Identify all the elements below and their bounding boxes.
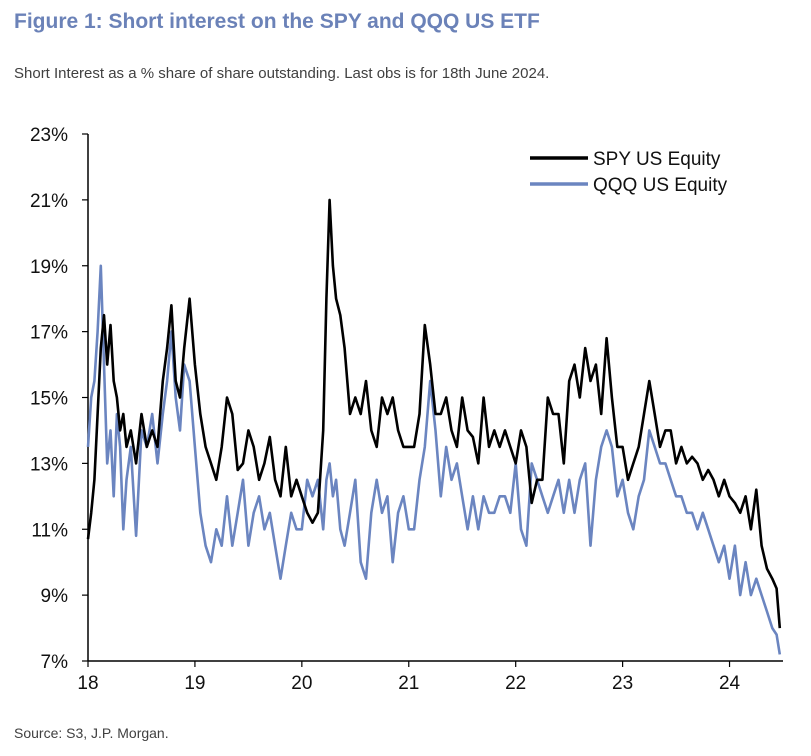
x-tick-label: 19 — [184, 673, 205, 694]
y-tick-label: 23% — [30, 125, 68, 146]
series-layer — [86, 198, 782, 655]
chart-legend: SPY US Equity QQQ US Equity — [530, 149, 728, 196]
chart-axes: 7% 9% 11% 13% 15% 17% 19% 21% 23% 18 19 20 21 22 23 24 — [30, 125, 783, 694]
figure-title: Figure 1: Short interest on the SPY and … — [14, 10, 540, 33]
y-tick-label: 11% — [31, 520, 68, 541]
line-chart: 7%9%11%13%15%17%19%21%23%18 19 20 21 22 23 24 … — [30, 125, 783, 694]
y-tick-label: 9% — [41, 586, 69, 607]
y-tick-label: 19% — [30, 257, 68, 278]
y-tick-label: 15% — [30, 389, 68, 410]
x-tick-label: 21 — [398, 673, 419, 694]
x-tick-label: 20 — [291, 673, 312, 694]
x-tick-label: 18 — [77, 673, 98, 694]
x-tick-label: 23 — [612, 673, 633, 694]
x-tick-label: 24 — [719, 673, 741, 694]
y-tick-label: 21% — [30, 191, 68, 212]
y-tick-label: 17% — [30, 323, 68, 344]
figure-subtitle: Short Interest as a % share of share out… — [14, 65, 550, 82]
spy-series-line — [86, 198, 782, 629]
source-note: Source: S3, J.P. Morgan. — [14, 725, 169, 741]
qqq-legend-label: QQQ US Equity — [593, 175, 728, 196]
y-tick-label: 13% — [30, 454, 68, 475]
qqq-series-line — [86, 264, 782, 655]
spy-legend-label: SPY US Equity — [593, 149, 721, 170]
y-tick-label: 7% — [41, 652, 69, 673]
x-tick-label: 22 — [505, 673, 526, 694]
